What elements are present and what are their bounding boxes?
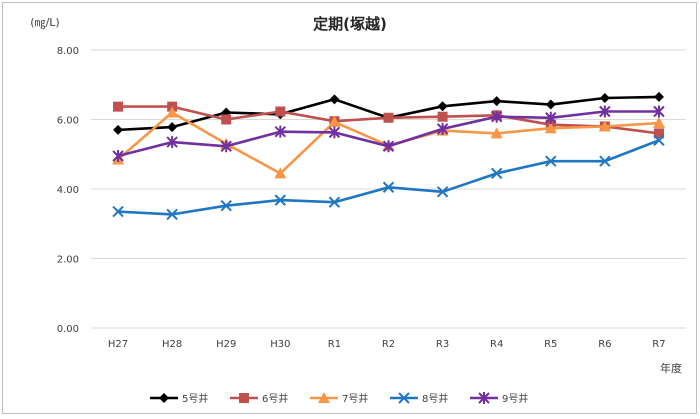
y-axis-ticks: 0.00 2.00 4.00 6.00 8.00 [57,46,79,335]
data-point-marker [545,99,556,110]
data-point-marker [166,106,179,118]
series-group [112,91,665,221]
legend: 5号井 6号井 7号井 8号井 9号井 [150,392,528,405]
x-tick-label: R1 [328,339,341,350]
legend-label: 5号井 [182,392,208,405]
data-point-marker [382,140,395,153]
data-point-marker [653,128,664,139]
legend-item: 8号井 [390,392,448,405]
data-point-marker [490,110,503,123]
data-point-marker [220,199,232,212]
x-tick-label: H30 [270,339,290,350]
x-tick-label: H28 [162,339,182,350]
data-point-marker [545,155,557,167]
data-point-marker [274,167,287,179]
data-point-marker [220,140,232,153]
data-point-marker [113,101,124,112]
legend-label: 8号井 [422,392,448,405]
legend-item: 6号井 [230,392,288,405]
data-point-marker [328,126,341,139]
y-tick-label: 2.00 [57,255,79,266]
data-point-marker [382,181,395,193]
chart-title: 定期(塚越) [313,15,387,33]
data-point-marker [491,96,502,107]
y-tick-label: 4.00 [57,185,79,196]
data-point-marker [490,127,503,139]
series-8号井 [112,134,665,221]
data-point-marker [159,393,169,403]
data-point-marker [383,112,394,123]
data-point-marker [478,392,490,404]
y-tick-label: 8.00 [57,46,79,57]
data-point-marker [436,122,449,135]
data-point-marker [221,114,232,125]
data-point-marker [437,101,448,112]
x-tick-label: H27 [108,339,128,350]
data-point-marker [653,105,665,118]
legend-label: 6号井 [262,392,288,405]
data-point-marker [239,393,249,403]
y-tick-label: 6.00 [57,116,79,127]
series-9号井 [112,105,665,162]
data-point-marker [329,94,340,105]
data-point-marker [167,122,178,133]
data-point-marker [274,194,287,206]
x-tick-label: R2 [382,339,395,350]
legend-item: 5号井 [150,392,208,405]
data-point-marker [274,125,287,138]
data-point-marker [490,167,503,180]
data-point-marker [545,111,557,124]
line-chart: 定期(塚越) (㎎/L) 年度 0.00 2.00 4.00 6.00 8.00 H27… [30,15,686,405]
legend-label: 9号井 [502,392,528,405]
data-point-marker [328,196,341,208]
data-point-marker [599,105,611,118]
x-axis-unit-label: 年度 [660,361,682,375]
x-tick-label: R7 [652,339,665,350]
legend-label: 7号井 [342,392,368,405]
x-tick-label: R5 [544,339,557,350]
data-point-marker [653,134,665,147]
chart-frame: 定期(塚越) (㎎/L) 年度 0.00 2.00 4.00 6.00 8.00 H27… [2,2,697,414]
data-point-marker [436,186,449,198]
data-point-marker [166,136,178,149]
data-point-marker [275,106,286,117]
gridlines [91,49,686,329]
legend-item: 7号井 [310,392,368,405]
x-tick-label: R6 [598,339,611,350]
data-point-marker [398,392,410,404]
data-point-marker [318,392,330,403]
x-axis-ticks: H27 H28 H29 H30 R1 R2 R3 R4 R5 R6 R7 [108,339,666,350]
data-point-marker [653,91,664,102]
data-point-marker [599,92,610,103]
x-tick-label: R3 [436,339,449,350]
data-point-marker [544,122,557,134]
data-point-marker [166,208,178,221]
x-tick-label: R4 [490,339,503,350]
data-point-marker [328,115,341,127]
x-tick-label: H29 [216,339,236,350]
data-point-marker [598,120,611,132]
y-axis-unit-label: (㎎/L) [30,16,59,29]
data-point-marker [652,116,665,128]
legend-item: 9号井 [470,392,528,405]
data-point-marker [112,149,124,162]
data-point-marker [112,205,124,218]
data-point-marker [437,111,448,122]
data-point-marker [599,155,611,167]
data-point-marker [113,124,124,135]
y-tick-label: 0.00 [57,324,79,335]
